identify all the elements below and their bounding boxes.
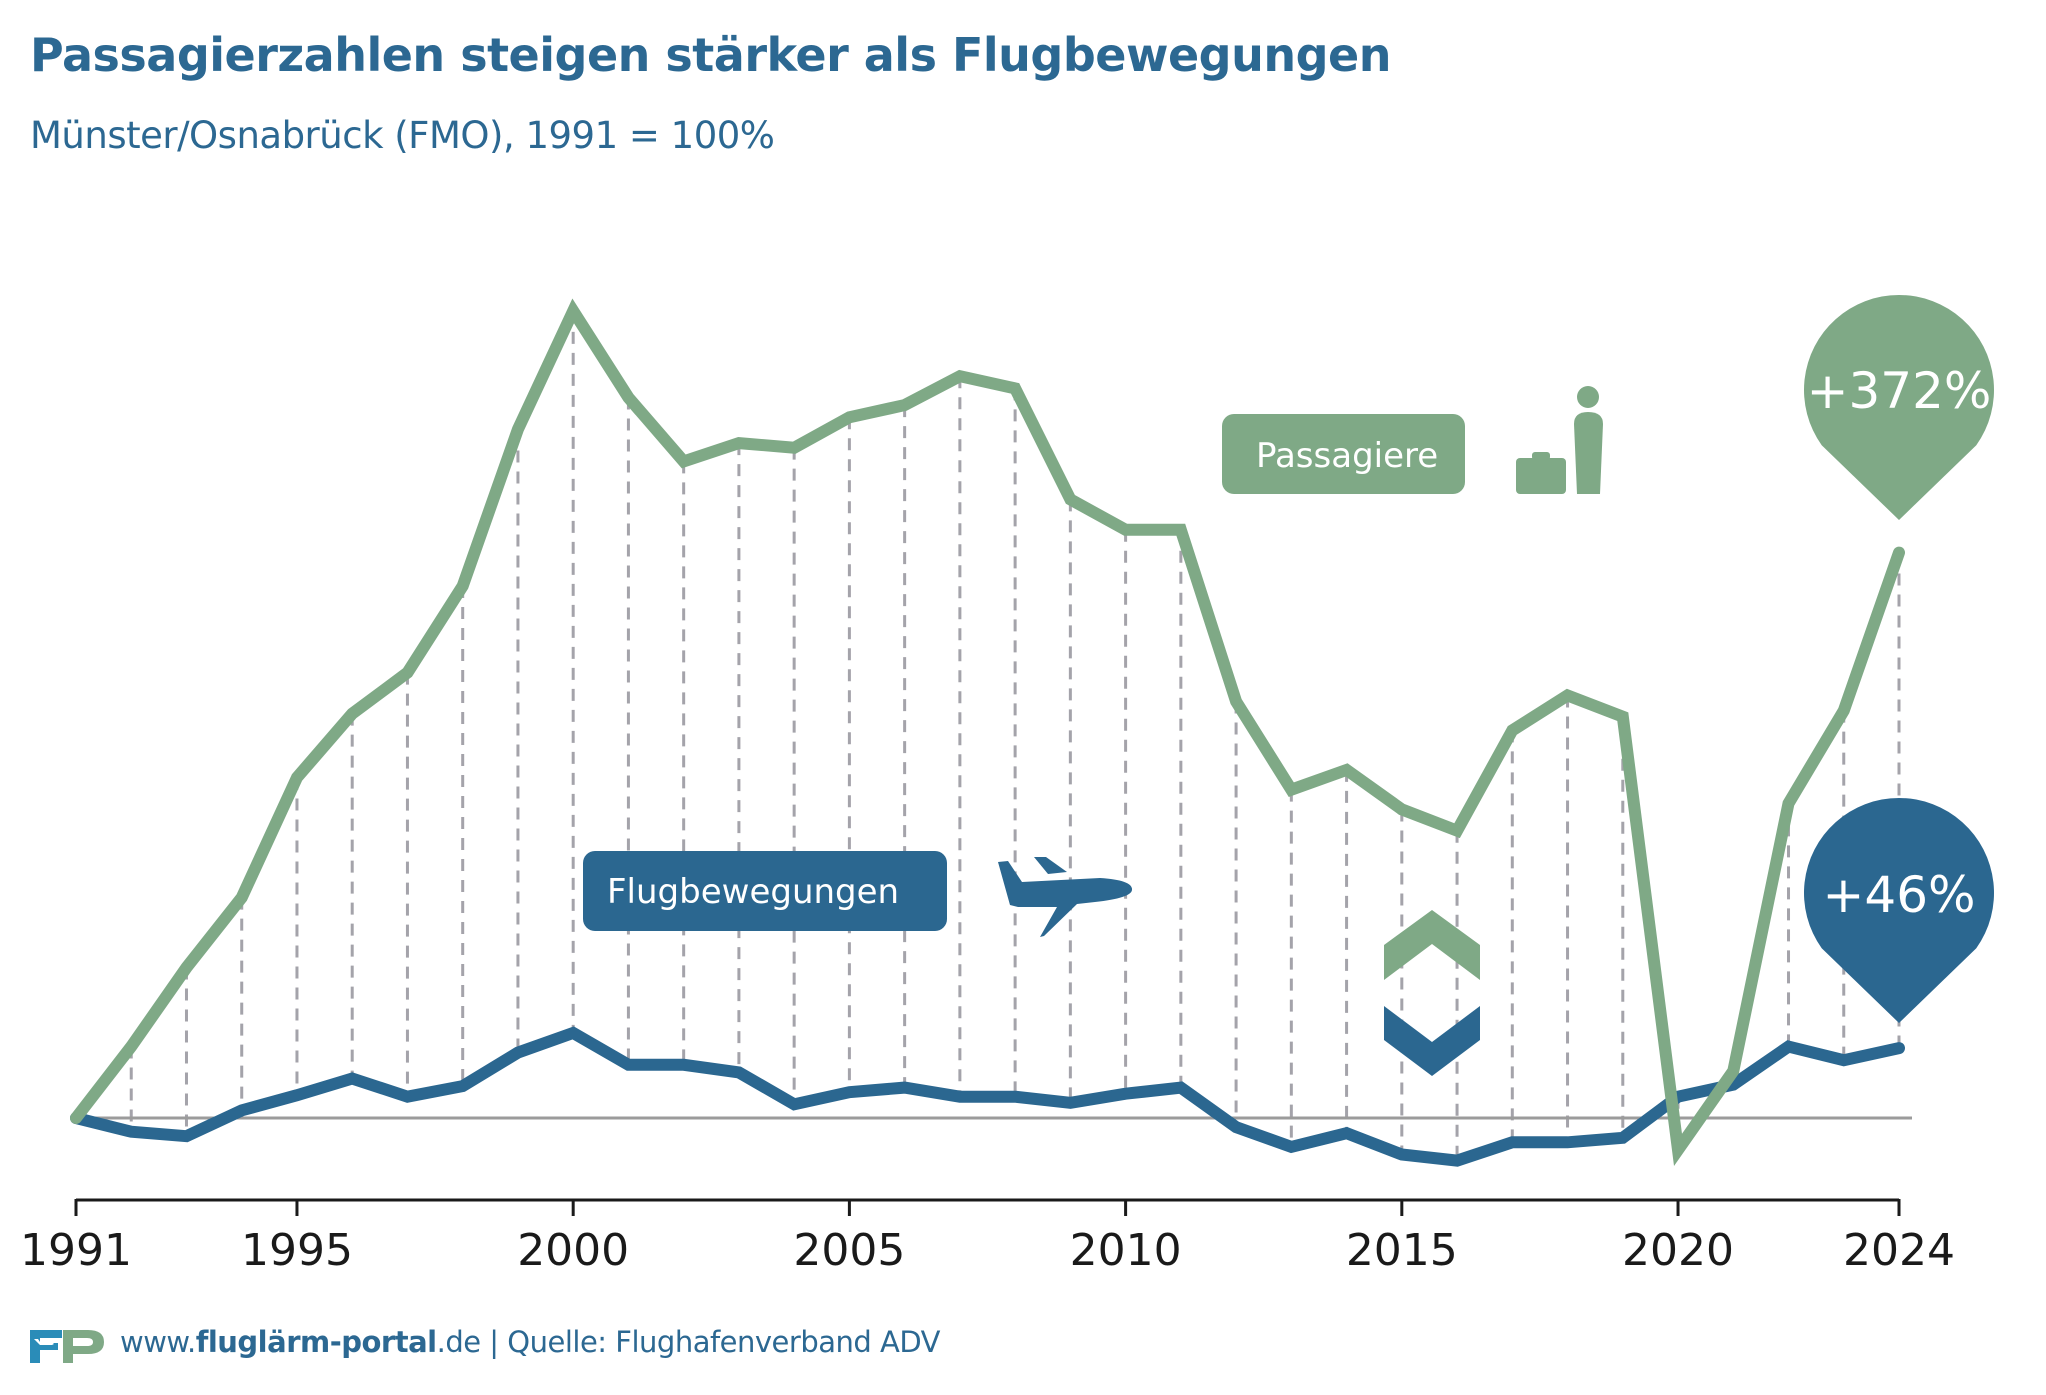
footer-separator: | [480, 1325, 508, 1359]
legend-passagiere-box [1222, 414, 1465, 494]
x-axis: 1991 1995 2000 2005 2010 2015 2020 2024 [20, 1198, 1955, 1276]
chart-subtitle: Münster/Osnabrück (FMO), 1991 = 100% [30, 114, 775, 157]
footer-source: Quelle: Flughafenverband ADV [507, 1325, 941, 1359]
footer-url-suffix: .de [436, 1325, 481, 1359]
passagiere-change-pin: +372% [1804, 294, 1994, 520]
up-down-chevrons-icon [1384, 910, 1480, 1076]
passagiere-change-label: +372% [1807, 362, 1992, 420]
passenger-with-suitcase-icon [1516, 386, 1603, 494]
legend-passagiere: Passagiere [1222, 386, 1603, 494]
x-tick-label-2010: 2010 [1070, 1225, 1182, 1276]
x-tick-label-1991: 1991 [20, 1225, 132, 1276]
series-line-flugbewegungen [70, 1026, 1905, 1167]
flugbewegungen-change-label: +46% [1822, 866, 1975, 924]
legend-flugbewegungen-label: Flugbewegungen [607, 872, 899, 912]
x-tick-label-2015: 2015 [1346, 1225, 1458, 1276]
legend-flugbewegungen-box [583, 851, 947, 931]
fluglaerm-portal-logo [30, 1330, 104, 1363]
series-line-passagiere [70, 298, 1905, 1167]
drop-lines [129, 310, 1901, 1161]
x-tick-label-2020: 2020 [1622, 1225, 1734, 1276]
x-tick-label-2000: 2000 [517, 1225, 629, 1276]
footer-url-prefix: www. [120, 1325, 196, 1359]
footer-credit: www.fluglärm-portal.de | Quelle: Flughaf… [120, 1325, 941, 1359]
legend-passagiere-label: Passagiere [1256, 436, 1438, 476]
chart-title: Passagierzahlen steigen stärker als Flug… [30, 28, 1391, 82]
flugbewegungen-change-pin: +46% [1804, 797, 1994, 1023]
x-tick-label-1995: 1995 [241, 1225, 353, 1276]
x-tick-label-2005: 2005 [793, 1225, 905, 1276]
legend-flugbewegungen: Flugbewegungen [583, 851, 1133, 937]
airplane-icon [998, 857, 1133, 937]
x-tick-label-2024: 2024 [1843, 1225, 1955, 1276]
footer-url-domain[interactable]: fluglärm-portal [195, 1325, 437, 1359]
